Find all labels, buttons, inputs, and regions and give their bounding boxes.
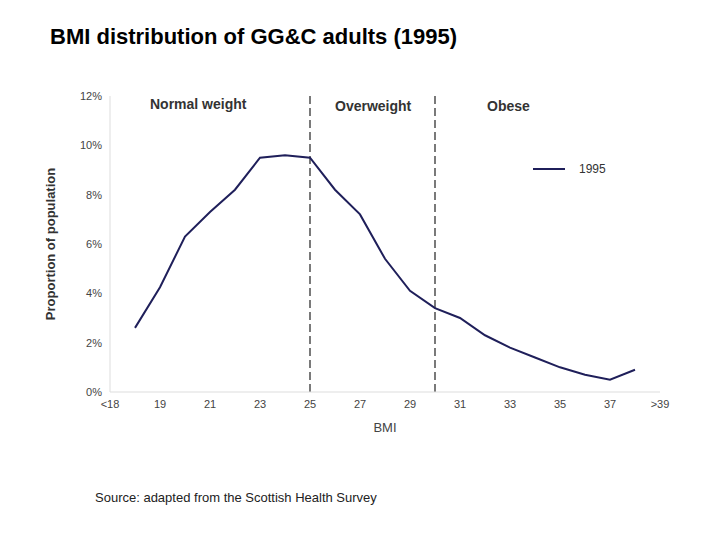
html-text:Obese: Obese	[487, 98, 530, 114]
svg-text:19: 19	[154, 398, 166, 410]
svg-text:6%: 6%	[86, 238, 102, 250]
svg-text:29: 29	[404, 398, 416, 410]
svg-text:12%: 12%	[80, 90, 102, 102]
svg-text:>39: >39	[651, 398, 670, 410]
svg-text:23: 23	[254, 398, 266, 410]
svg-text:35: 35	[554, 398, 566, 410]
svg-text:8%: 8%	[86, 189, 102, 201]
html-text:Overweight: Overweight	[335, 98, 412, 114]
svg-text:BMI: BMI	[373, 420, 396, 435]
svg-text:33: 33	[504, 398, 516, 410]
svg-text:21: 21	[204, 398, 216, 410]
svg-text:2%: 2%	[86, 337, 102, 349]
html-text:1995: 1995	[579, 162, 606, 176]
svg-text:25: 25	[304, 398, 316, 410]
svg-text:0%: 0%	[86, 386, 102, 398]
svg-text:Proportion of population: Proportion of population	[43, 168, 58, 320]
svg-text:4%: 4%	[86, 287, 102, 299]
svg-text:37: 37	[604, 398, 616, 410]
svg-text:27: 27	[354, 398, 366, 410]
svg-text:31: 31	[454, 398, 466, 410]
svg-text:<18: <18	[101, 398, 120, 410]
html-text:Source: adapted from the Scott: Source: adapted from the Scottish Health…	[95, 490, 377, 505]
html-text:Normal weight: Normal weight	[150, 96, 247, 112]
html-text:BMI distribution of GG&C adult: BMI distribution of GG&C adults (1995)	[50, 24, 457, 49]
svg-text:10%: 10%	[80, 139, 102, 151]
